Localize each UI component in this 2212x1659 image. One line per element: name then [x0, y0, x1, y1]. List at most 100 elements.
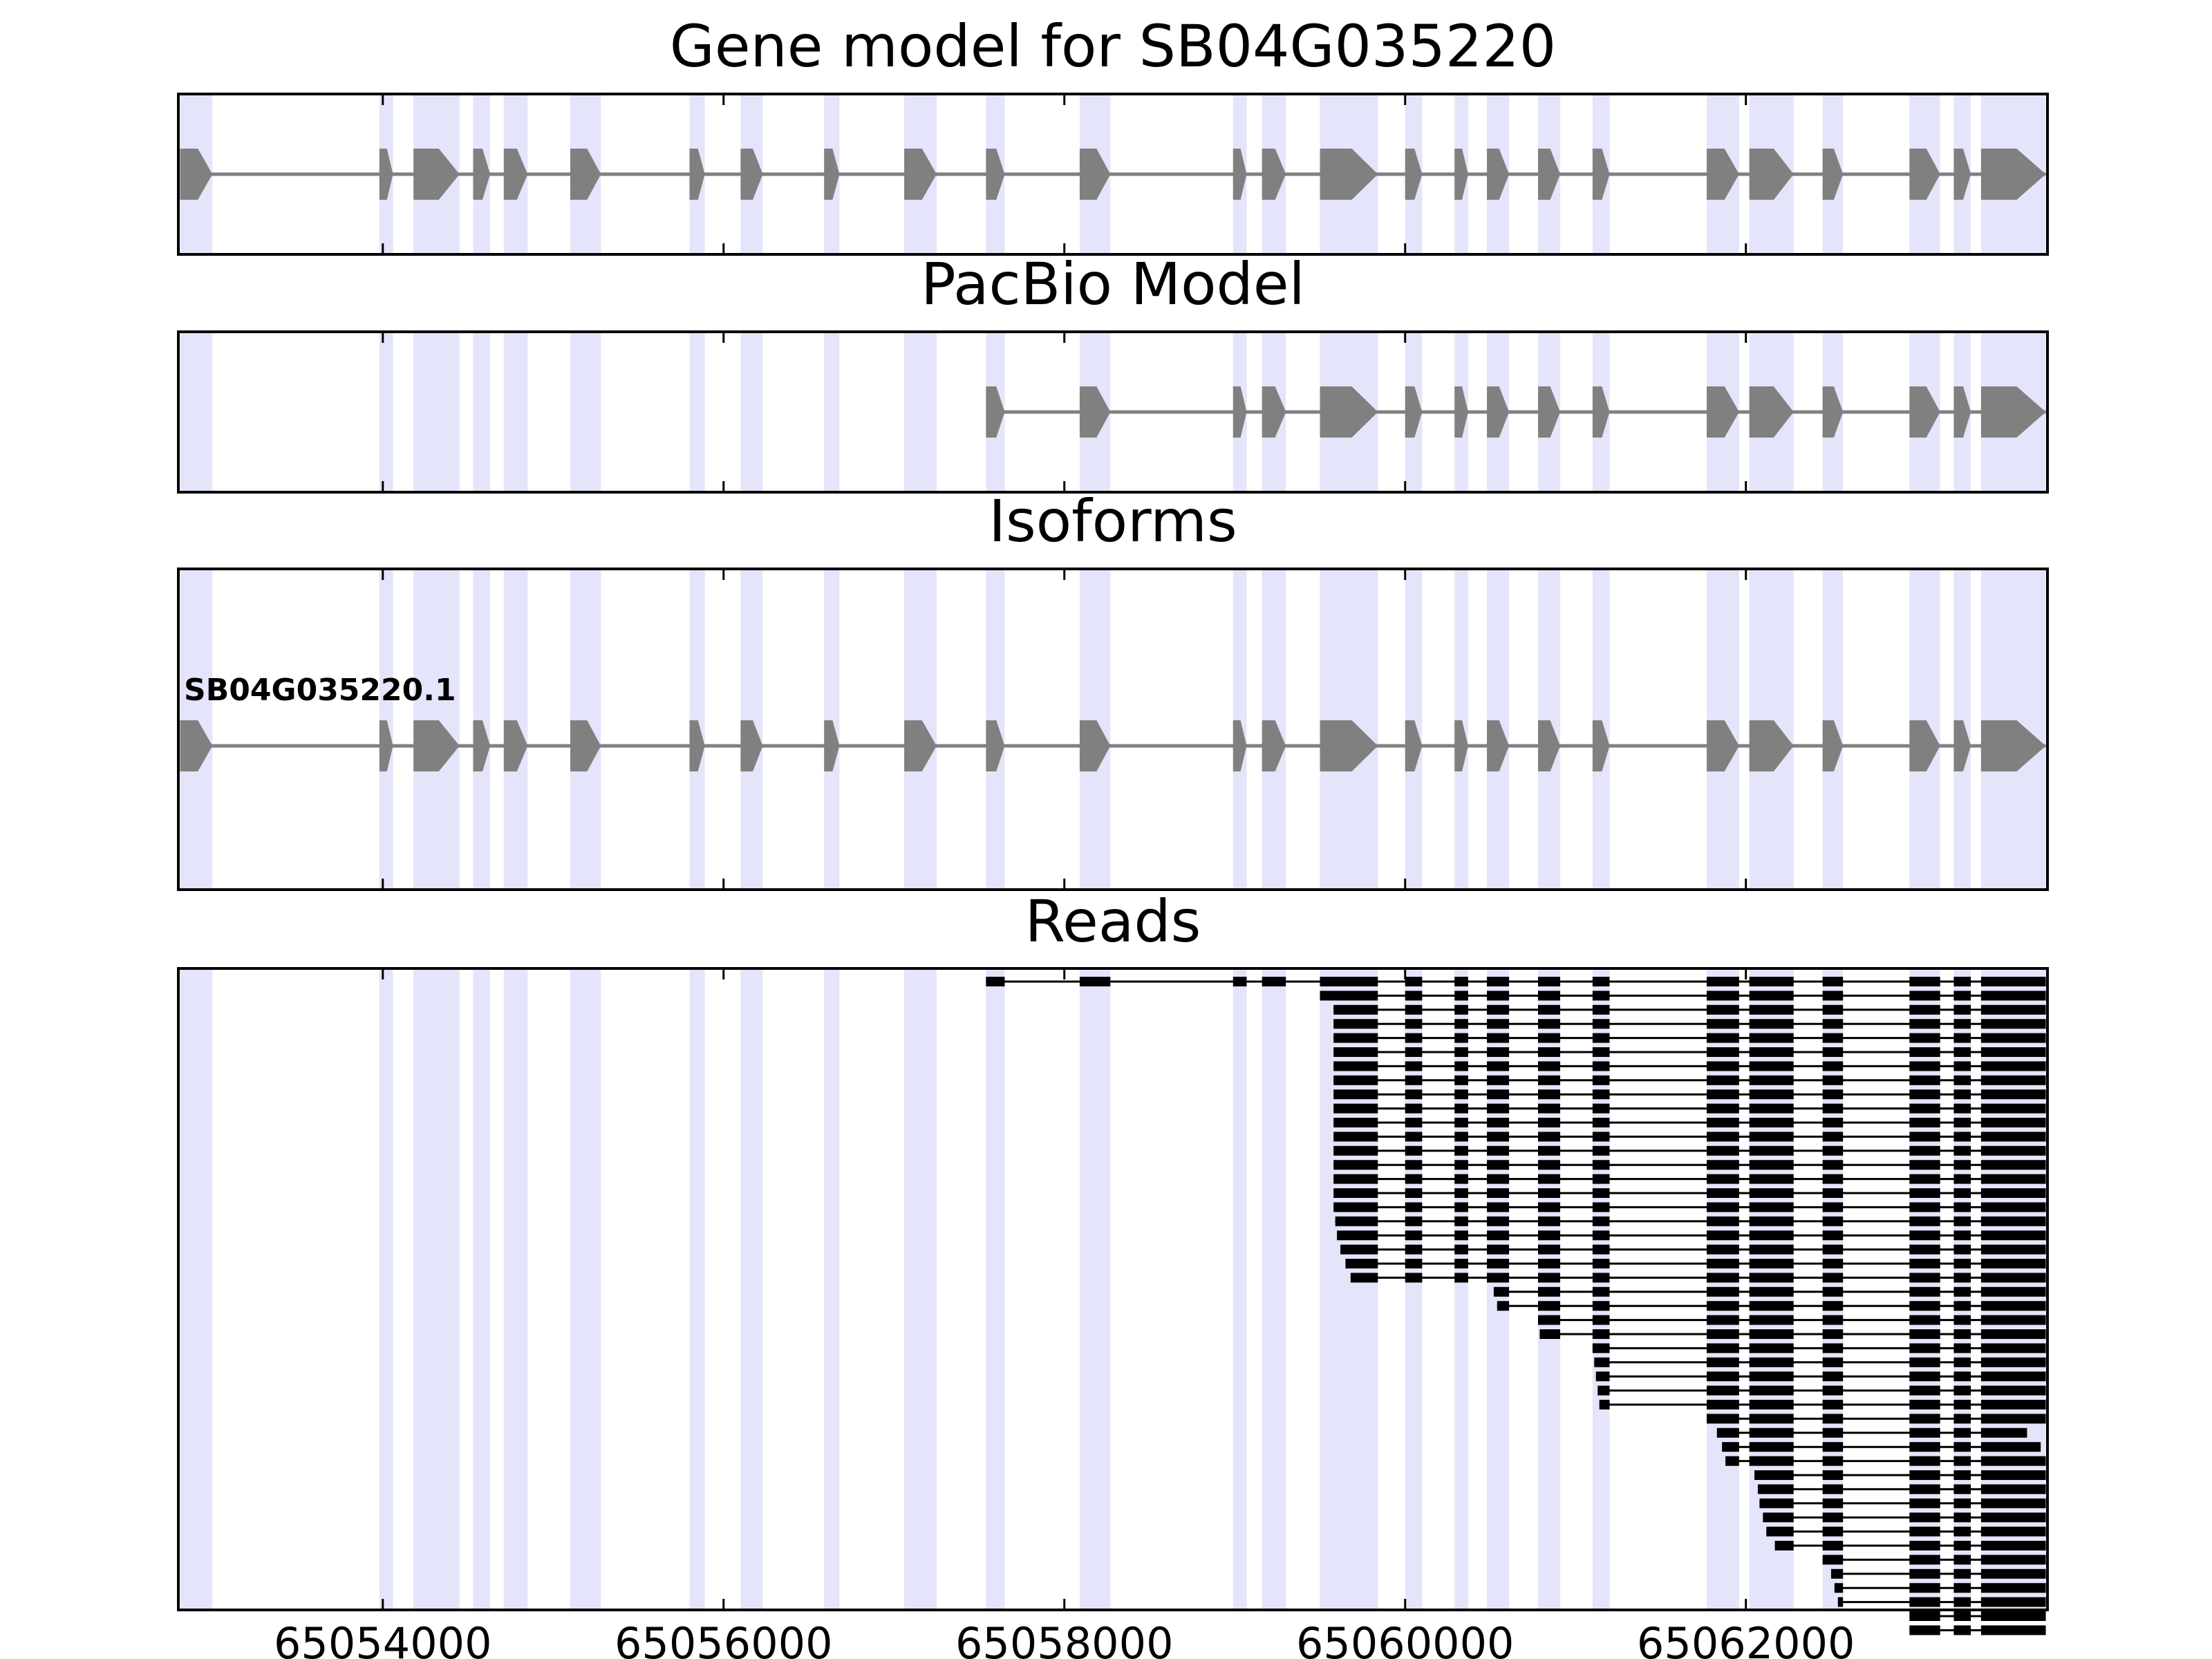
read-28-block-6: [1980, 1371, 2046, 1382]
panel-0: Gene model for SB04G035220: [177, 12, 2049, 256]
read-2-block-1: [1405, 1004, 1423, 1015]
read-15-block-6: [1707, 1188, 1739, 1198]
exon-5: [1405, 386, 1423, 438]
read-13-block-8: [1822, 1160, 1844, 1170]
read-26-block-4: [1909, 1343, 1940, 1353]
read-4-block-6: [1707, 1033, 1739, 1043]
read-37-block-4: [1980, 1498, 2046, 1508]
read-7-block-7: [1749, 1075, 1794, 1085]
read-19-block-7: [1749, 1244, 1794, 1255]
read-22-block-7: [1953, 1286, 1971, 1297]
read-28-block-1: [1707, 1371, 1739, 1382]
read-44-block-2: [1953, 1597, 1971, 1607]
read-22-block-5: [1822, 1286, 1844, 1297]
read-11-block-2: [1454, 1132, 1468, 1142]
read-6-block-0: [1333, 1061, 1378, 1071]
read-30-block-1: [1707, 1400, 1739, 1409]
read-5-block-6: [1707, 1047, 1739, 1057]
read-4-block-3: [1487, 1033, 1510, 1043]
exon-11: [1079, 720, 1111, 771]
read-12-block-9: [1909, 1145, 1940, 1156]
read-10-block-1: [1405, 1118, 1423, 1127]
read-3-block-2: [1454, 1019, 1468, 1029]
read-1-block-11: [1980, 991, 2046, 1001]
read-25-block-1: [1592, 1329, 1610, 1339]
exon-2: [413, 720, 460, 771]
read-10-block-4: [1537, 1118, 1561, 1127]
read-8-block-0: [1333, 1089, 1378, 1100]
read-4-block-5: [1592, 1033, 1610, 1043]
panel-title: Isoforms: [988, 487, 1237, 555]
read-31-block-3: [1909, 1414, 1940, 1424]
x-tick-label: 65056000: [615, 1618, 833, 1659]
read-2-block-7: [1749, 1004, 1794, 1015]
read-2-block-8: [1822, 1004, 1844, 1015]
read-40-block-0: [1774, 1541, 1794, 1550]
read-24-block-4: [1822, 1315, 1844, 1325]
read-20-block-9: [1909, 1259, 1940, 1268]
panel-frame: [177, 93, 2049, 256]
read-10-block-9: [1909, 1118, 1940, 1127]
read-6-block-3: [1487, 1061, 1510, 1071]
read-0-block-11: [1749, 977, 1794, 986]
read-30-block-5: [1953, 1400, 1971, 1409]
exon-band-12: [1232, 968, 1247, 1610]
read-0-block-0: [986, 977, 1005, 986]
read-24-block-2: [1707, 1315, 1739, 1325]
read-4-block-0: [1333, 1033, 1378, 1043]
read-3-block-7: [1749, 1019, 1794, 1029]
read-13-block-6: [1707, 1160, 1739, 1170]
read-33-block-2: [1822, 1442, 1844, 1452]
read-22-block-0: [1493, 1286, 1510, 1297]
exon-15: [1980, 386, 2046, 438]
read-11-block-6: [1707, 1132, 1739, 1142]
read-22-block-1: [1537, 1286, 1561, 1297]
exon-12: [1822, 386, 1844, 438]
read-34-block-4: [1953, 1456, 1971, 1466]
x-tick-label: 65054000: [274, 1618, 492, 1659]
exon-25: [1980, 149, 2046, 200]
read-25-block-3: [1749, 1329, 1794, 1339]
exon-band-5: [570, 968, 601, 1610]
exon-17: [1487, 720, 1510, 771]
exon-16: [1454, 720, 1468, 771]
exon-25: [1980, 720, 2046, 771]
read-15-block-2: [1454, 1188, 1468, 1198]
exon-band-2: [413, 968, 460, 1610]
read-20-block-0: [1345, 1259, 1378, 1268]
read-33-block-1: [1749, 1442, 1794, 1452]
read-14-block-1: [1405, 1174, 1423, 1184]
read-12-block-4: [1537, 1145, 1561, 1156]
read-2-block-9: [1909, 1004, 1940, 1015]
read-38-block-1: [1822, 1512, 1844, 1523]
read-42-block-2: [1953, 1568, 1971, 1579]
read-13-block-0: [1333, 1160, 1378, 1170]
read-5-block-10: [1953, 1047, 1971, 1057]
read-9-block-5: [1592, 1103, 1610, 1114]
exon-12: [1232, 720, 1247, 771]
read-5-block-3: [1487, 1047, 1510, 1057]
read-7-block-4: [1537, 1075, 1561, 1085]
read-0-block-6: [1454, 977, 1468, 986]
read-24-block-1: [1592, 1315, 1610, 1325]
read-29-block-2: [1749, 1385, 1794, 1396]
panel-frame: [177, 330, 2049, 494]
read-3-block-1: [1405, 1019, 1423, 1029]
read-14-block-2: [1454, 1174, 1468, 1184]
read-8-block-8: [1822, 1089, 1844, 1100]
read-16-block-9: [1909, 1202, 1940, 1212]
read-26-block-3: [1822, 1343, 1844, 1353]
read-36-block-0: [1757, 1484, 1794, 1494]
read-11-block-3: [1487, 1132, 1510, 1142]
read-11-block-5: [1592, 1132, 1610, 1142]
read-45-block-2: [1980, 1611, 2046, 1621]
exon-0: [986, 386, 1005, 438]
read-16-block-5: [1592, 1202, 1610, 1212]
read-5-block-11: [1980, 1047, 2046, 1057]
read-25-block-0: [1539, 1329, 1561, 1339]
exon-10: [986, 720, 1005, 771]
read-28-block-4: [1909, 1371, 1940, 1382]
exon-24: [1953, 149, 1971, 200]
read-35-block-1: [1822, 1470, 1844, 1480]
exon-10: [1707, 386, 1739, 438]
